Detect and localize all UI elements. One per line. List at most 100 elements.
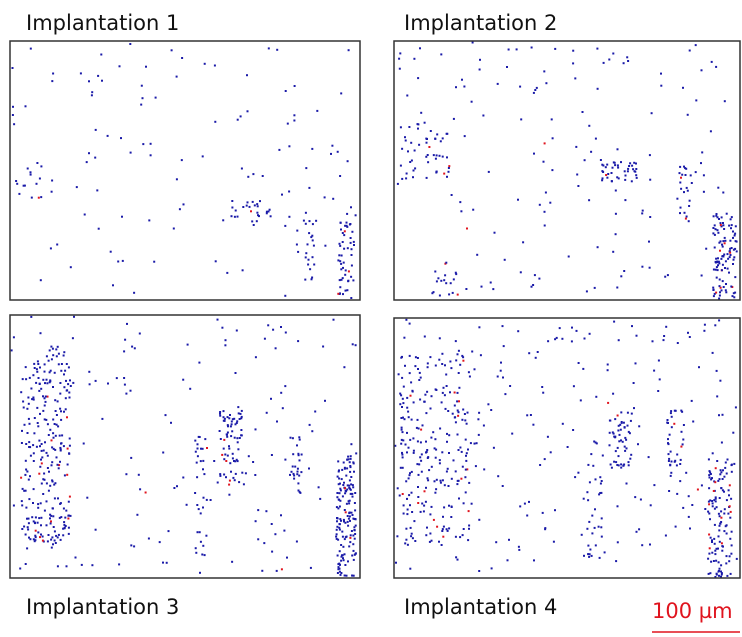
dot [63,527,66,530]
dot [338,254,341,257]
dot [125,473,128,476]
dot [691,504,694,506]
dot [228,493,231,496]
dot [315,219,318,222]
dot [707,458,710,461]
dot [27,417,30,420]
dot [239,412,242,415]
dot [492,288,495,291]
dot [587,553,590,556]
dot [296,444,298,447]
dot [344,492,347,495]
dot [59,446,62,449]
dot [453,404,456,407]
dot [121,215,123,218]
dot [733,234,736,237]
dot [344,521,347,524]
dot [109,250,112,253]
dot [350,476,353,478]
dot [340,572,343,574]
dot [50,546,53,549]
dot [619,428,622,431]
dot [341,468,344,471]
dot [575,329,578,332]
dot [297,454,300,457]
dot [69,385,72,387]
dot [335,506,338,509]
dot [417,502,420,504]
dot [684,174,687,176]
dot [224,339,227,342]
dot [587,463,590,466]
dot [712,215,715,218]
dot [67,366,70,369]
dot [732,292,735,295]
dot [223,417,226,420]
dot [590,554,593,557]
dot [296,470,299,473]
dot [347,49,350,52]
dot [312,244,315,247]
dot [426,366,429,369]
dot [620,463,623,466]
dot [342,545,345,548]
dot [720,516,723,519]
dot [723,508,726,511]
dot [713,224,716,227]
dot [53,371,56,374]
dot [194,450,197,453]
dot [44,395,47,398]
dot [270,454,273,456]
dot [438,337,441,340]
dot [716,395,719,398]
dot [158,541,161,544]
dot [32,374,35,377]
dot [352,549,355,552]
dot [34,529,37,532]
dot [414,356,417,359]
dot [236,118,239,121]
dot [612,432,615,435]
dot [335,537,338,540]
dot [446,440,448,443]
dot [29,538,32,541]
dot [19,567,22,570]
dot [401,451,403,454]
dot [32,396,35,399]
dot [307,258,310,261]
dot [456,433,459,436]
dot [426,390,429,393]
dot [610,180,613,183]
dot [587,544,590,547]
dot [24,459,27,462]
dot [123,377,126,379]
dot [432,291,435,294]
dot [404,136,406,139]
dot [466,411,469,414]
dot [518,548,521,551]
dot [572,385,575,388]
dot [52,436,55,439]
dot [219,438,222,440]
dot [471,350,474,353]
dot [409,567,412,570]
dot [719,522,722,525]
dot [522,241,525,244]
dot [341,554,343,557]
dot [353,553,356,556]
dot [63,523,66,526]
dot [246,110,249,113]
dot [12,504,15,507]
dot [343,509,346,511]
dot [354,533,357,535]
dot [728,256,731,259]
dot [449,282,452,285]
dot [709,471,712,474]
dot [446,156,448,159]
dot [348,502,351,505]
dot [34,536,37,539]
dot [404,364,406,367]
dot [419,376,422,379]
dot [189,387,192,390]
dot [286,122,289,125]
